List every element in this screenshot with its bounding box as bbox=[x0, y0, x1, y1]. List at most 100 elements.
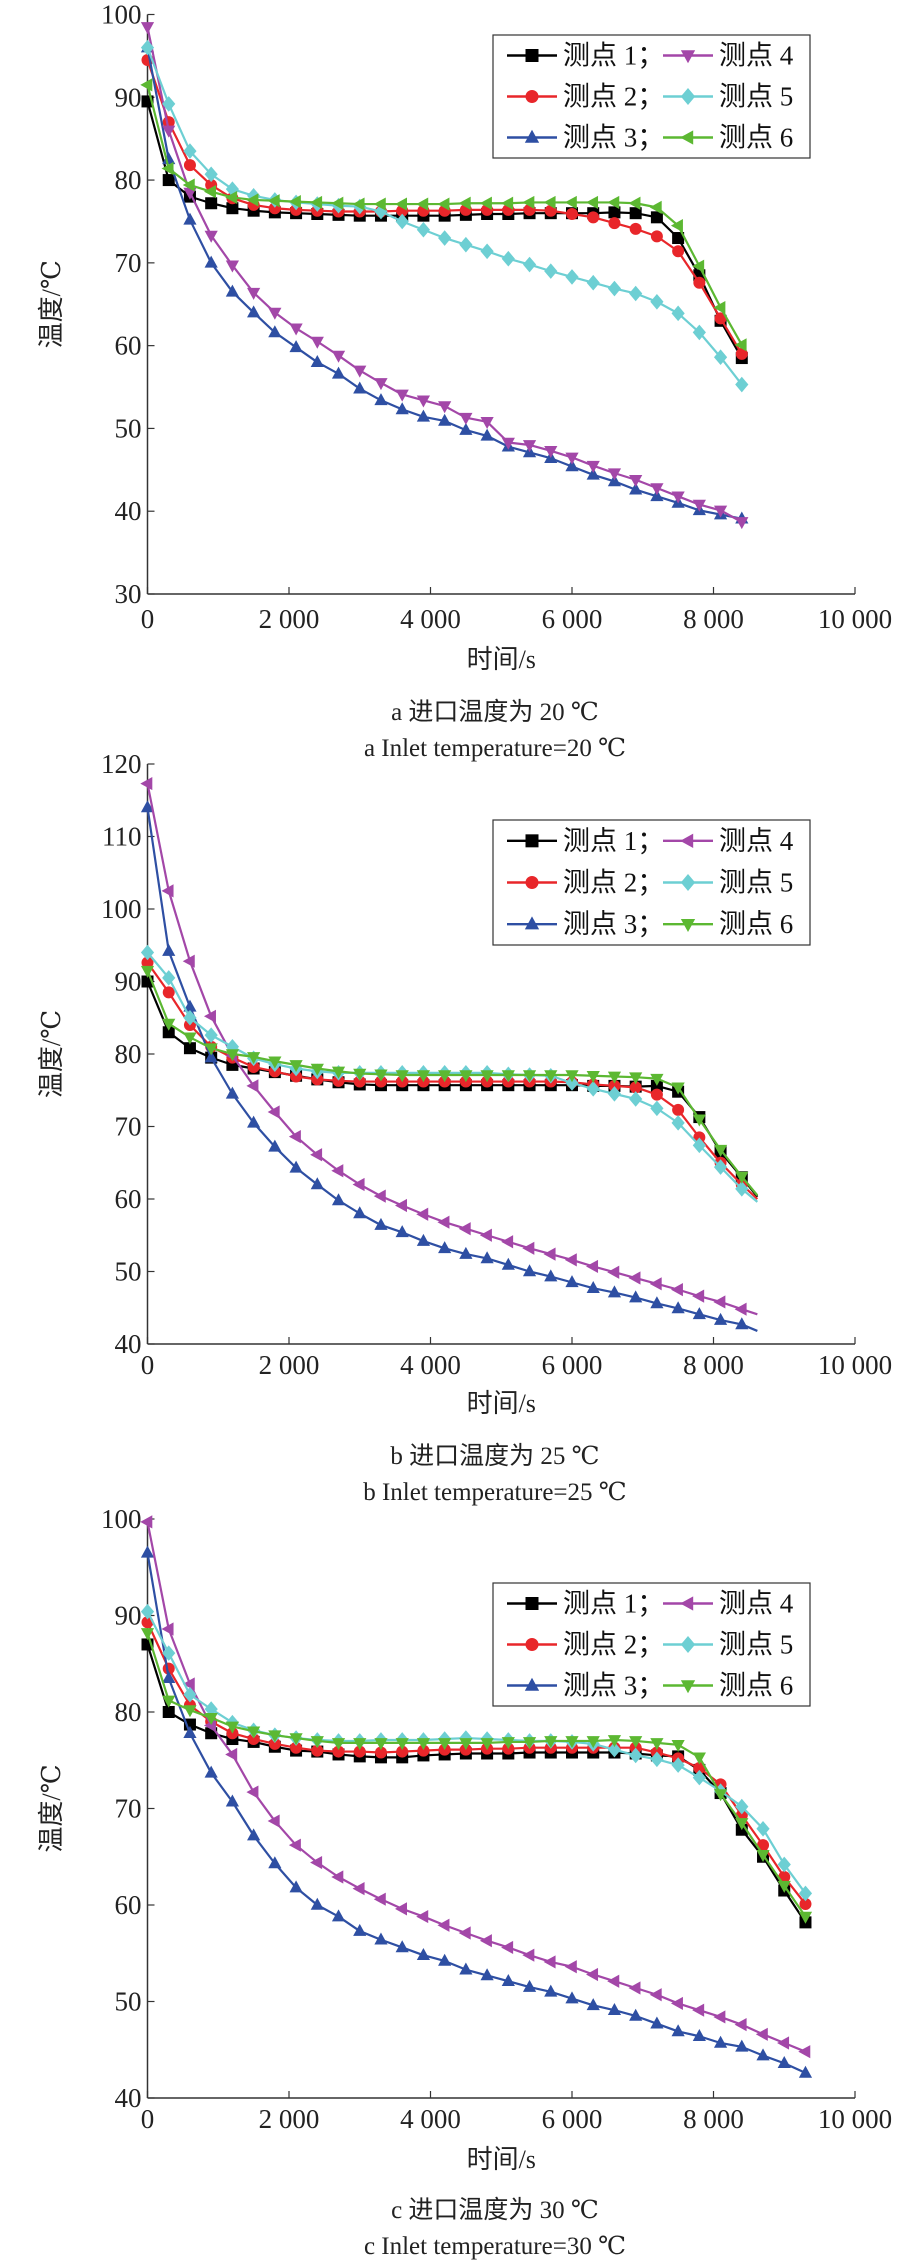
data-point-marker bbox=[544, 263, 558, 279]
data-point-marker bbox=[543, 195, 556, 210]
data-point-marker bbox=[650, 211, 663, 224]
data-point-marker bbox=[629, 1290, 643, 1303]
data-point-marker bbox=[203, 1009, 216, 1023]
legend-label: 测点 5 bbox=[719, 868, 793, 898]
legend-item: 测点 1； bbox=[507, 41, 664, 71]
data-point-marker bbox=[650, 1751, 664, 1768]
series-1 bbox=[141, 975, 759, 1198]
data-point-marker bbox=[459, 1246, 473, 1259]
data-point-marker bbox=[331, 1193, 346, 1206]
x-axis-label: 时间/s bbox=[467, 645, 536, 674]
data-point-marker bbox=[310, 195, 323, 210]
y-tick-label: 70 bbox=[115, 1112, 142, 1142]
data-point-marker bbox=[607, 1741, 622, 1758]
data-point-marker bbox=[680, 833, 694, 848]
data-point-marker bbox=[352, 1177, 365, 1192]
data-point-marker bbox=[353, 1075, 366, 1088]
data-point-marker bbox=[140, 39, 155, 56]
data-point-marker bbox=[225, 190, 238, 205]
x-tick-label: 4 000 bbox=[400, 2104, 461, 2134]
data-point-marker bbox=[607, 1974, 620, 1988]
data-point-marker bbox=[649, 1277, 662, 1291]
legend-label: 测点 3； bbox=[563, 123, 664, 153]
data-point-marker bbox=[416, 1738, 431, 1751]
data-point-marker bbox=[331, 196, 344, 210]
data-point-marker bbox=[374, 1069, 388, 1082]
data-point-marker bbox=[480, 428, 494, 441]
data-point-marker bbox=[183, 212, 197, 225]
data-point-marker bbox=[713, 300, 726, 315]
data-point-marker bbox=[479, 1228, 492, 1242]
data-point-marker bbox=[680, 50, 696, 64]
data-point-marker bbox=[225, 260, 239, 273]
data-point-marker bbox=[416, 395, 431, 408]
data-point-marker bbox=[353, 381, 367, 394]
data-point-marker bbox=[672, 245, 685, 258]
data-point-marker bbox=[680, 874, 696, 891]
data-point-marker bbox=[734, 2018, 747, 2032]
data-point-marker bbox=[777, 2036, 790, 2050]
data-point-marker bbox=[395, 1902, 407, 1916]
data-point-marker bbox=[480, 1251, 494, 1264]
data-point-marker bbox=[524, 1677, 540, 1691]
data-point-marker bbox=[331, 1738, 346, 1751]
data-point-marker bbox=[524, 916, 540, 930]
x-tick-label: 8 000 bbox=[683, 2104, 744, 2134]
data-point-marker bbox=[713, 1789, 728, 1802]
data-point-marker bbox=[396, 1745, 409, 1758]
data-point-marker bbox=[798, 1885, 813, 1902]
data-point-marker bbox=[713, 2035, 728, 2048]
series-3 bbox=[140, 1545, 813, 2078]
data-point-marker bbox=[395, 1225, 409, 1238]
data-point-marker bbox=[203, 1718, 216, 1733]
data-point-marker bbox=[183, 999, 197, 1012]
data-point-marker bbox=[268, 1856, 282, 1869]
data-point-marker bbox=[735, 517, 749, 530]
data-point-marker bbox=[353, 365, 367, 378]
data-point-marker bbox=[524, 129, 540, 143]
data-point-marker bbox=[204, 1043, 218, 1056]
data-point-marker bbox=[799, 1898, 812, 1911]
data-point-marker bbox=[162, 96, 176, 112]
data-point-marker bbox=[183, 1032, 197, 1045]
data-point-marker bbox=[650, 1738, 664, 1751]
data-point-marker bbox=[756, 2048, 770, 2061]
legend-label: 测点 1； bbox=[563, 41, 664, 71]
data-point-marker bbox=[544, 1070, 558, 1083]
data-point-marker bbox=[289, 1733, 303, 1746]
data-point-marker bbox=[586, 1736, 600, 1749]
data-point-marker bbox=[162, 986, 175, 999]
y-tick-label: 110 bbox=[102, 822, 142, 852]
data-point-marker bbox=[713, 505, 728, 518]
data-point-marker bbox=[140, 78, 153, 92]
data-point-marker bbox=[353, 1068, 367, 1081]
data-point-marker bbox=[310, 1897, 324, 1910]
x-tick-label: 6 000 bbox=[542, 1350, 603, 1380]
legend-item: 测点 3； bbox=[507, 123, 664, 153]
data-point-marker bbox=[501, 1070, 515, 1083]
data-point-marker bbox=[310, 1177, 324, 1190]
data-point-marker bbox=[693, 1131, 706, 1144]
data-point-marker bbox=[247, 287, 261, 300]
data-point-marker bbox=[479, 196, 492, 210]
data-point-marker bbox=[438, 1241, 452, 1254]
data-point-marker bbox=[501, 1235, 514, 1249]
data-point-marker bbox=[672, 1103, 685, 1116]
data-point-marker bbox=[586, 1280, 600, 1293]
data-point-marker bbox=[162, 152, 176, 165]
data-point-marker bbox=[225, 1747, 238, 1762]
data-point-marker bbox=[564, 195, 577, 210]
data-point-marker bbox=[735, 2039, 749, 2052]
data-point-marker bbox=[480, 1968, 494, 1981]
data-point-marker bbox=[565, 269, 579, 285]
data-point-marker bbox=[162, 1706, 175, 1718]
data-point-marker bbox=[161, 884, 174, 898]
data-point-marker bbox=[525, 1638, 539, 1651]
data-point-marker bbox=[671, 305, 685, 322]
data-point-marker bbox=[162, 1018, 176, 1031]
data-point-marker bbox=[650, 1088, 663, 1101]
data-point-marker bbox=[586, 460, 600, 473]
legend-item: 测点 1； bbox=[507, 826, 664, 856]
data-point-marker bbox=[459, 422, 473, 435]
data-point-marker bbox=[607, 1265, 620, 1279]
